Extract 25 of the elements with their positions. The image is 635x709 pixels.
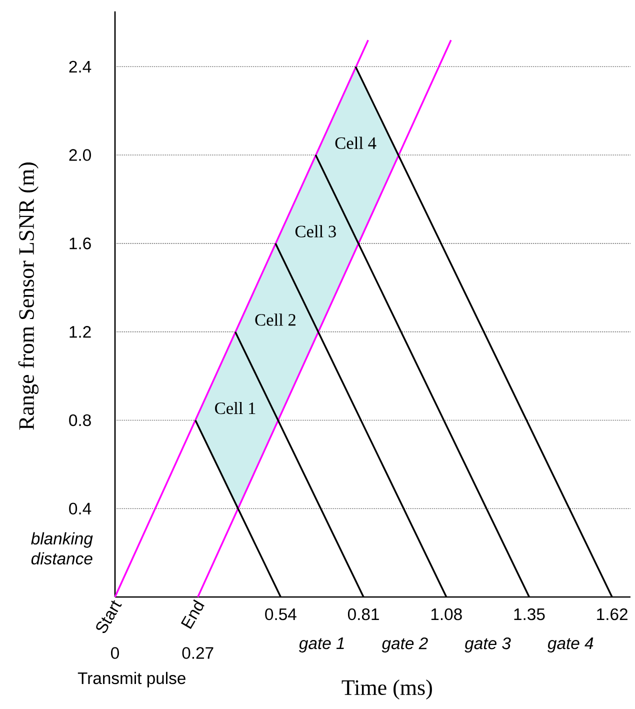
- x-tick-label: 0.54: [265, 608, 296, 620]
- annotation: Cell 4: [335, 136, 376, 149]
- y-tick-label: 1.6: [70, 238, 91, 250]
- x-axis-title: Time (ms): [342, 680, 432, 700]
- x-tick-label: 1.35: [514, 608, 545, 620]
- y-tick-label: 2.4: [69, 60, 92, 72]
- y-tick-label: 0.8: [69, 414, 91, 426]
- annotation: Cell 2: [255, 314, 296, 326]
- text: gate 2: [382, 637, 428, 653]
- y-axis-title: Range from Sensor LSNR (m): [18, 162, 39, 430]
- text: Transmit pulse: [78, 672, 186, 688]
- x-tick-label: 0.81: [348, 608, 379, 620]
- x-tick-label: 1.08: [431, 608, 462, 620]
- y-tick-label: 2.0: [69, 149, 91, 161]
- annotation: Cell 1: [215, 402, 256, 414]
- y-tick-label: 0.4: [69, 502, 92, 515]
- annotation: Cell 3: [295, 225, 336, 238]
- text: blanking distance: [31, 532, 93, 565]
- text: 0: [111, 647, 119, 659]
- text: gate 3: [464, 637, 511, 653]
- y-tick-label: 1.2: [70, 326, 91, 338]
- text: gate 1: [298, 638, 344, 652]
- text: gate 4: [548, 638, 594, 652]
- x-tick-label: 1.62: [597, 608, 628, 620]
- text: 0.27: [182, 647, 214, 659]
